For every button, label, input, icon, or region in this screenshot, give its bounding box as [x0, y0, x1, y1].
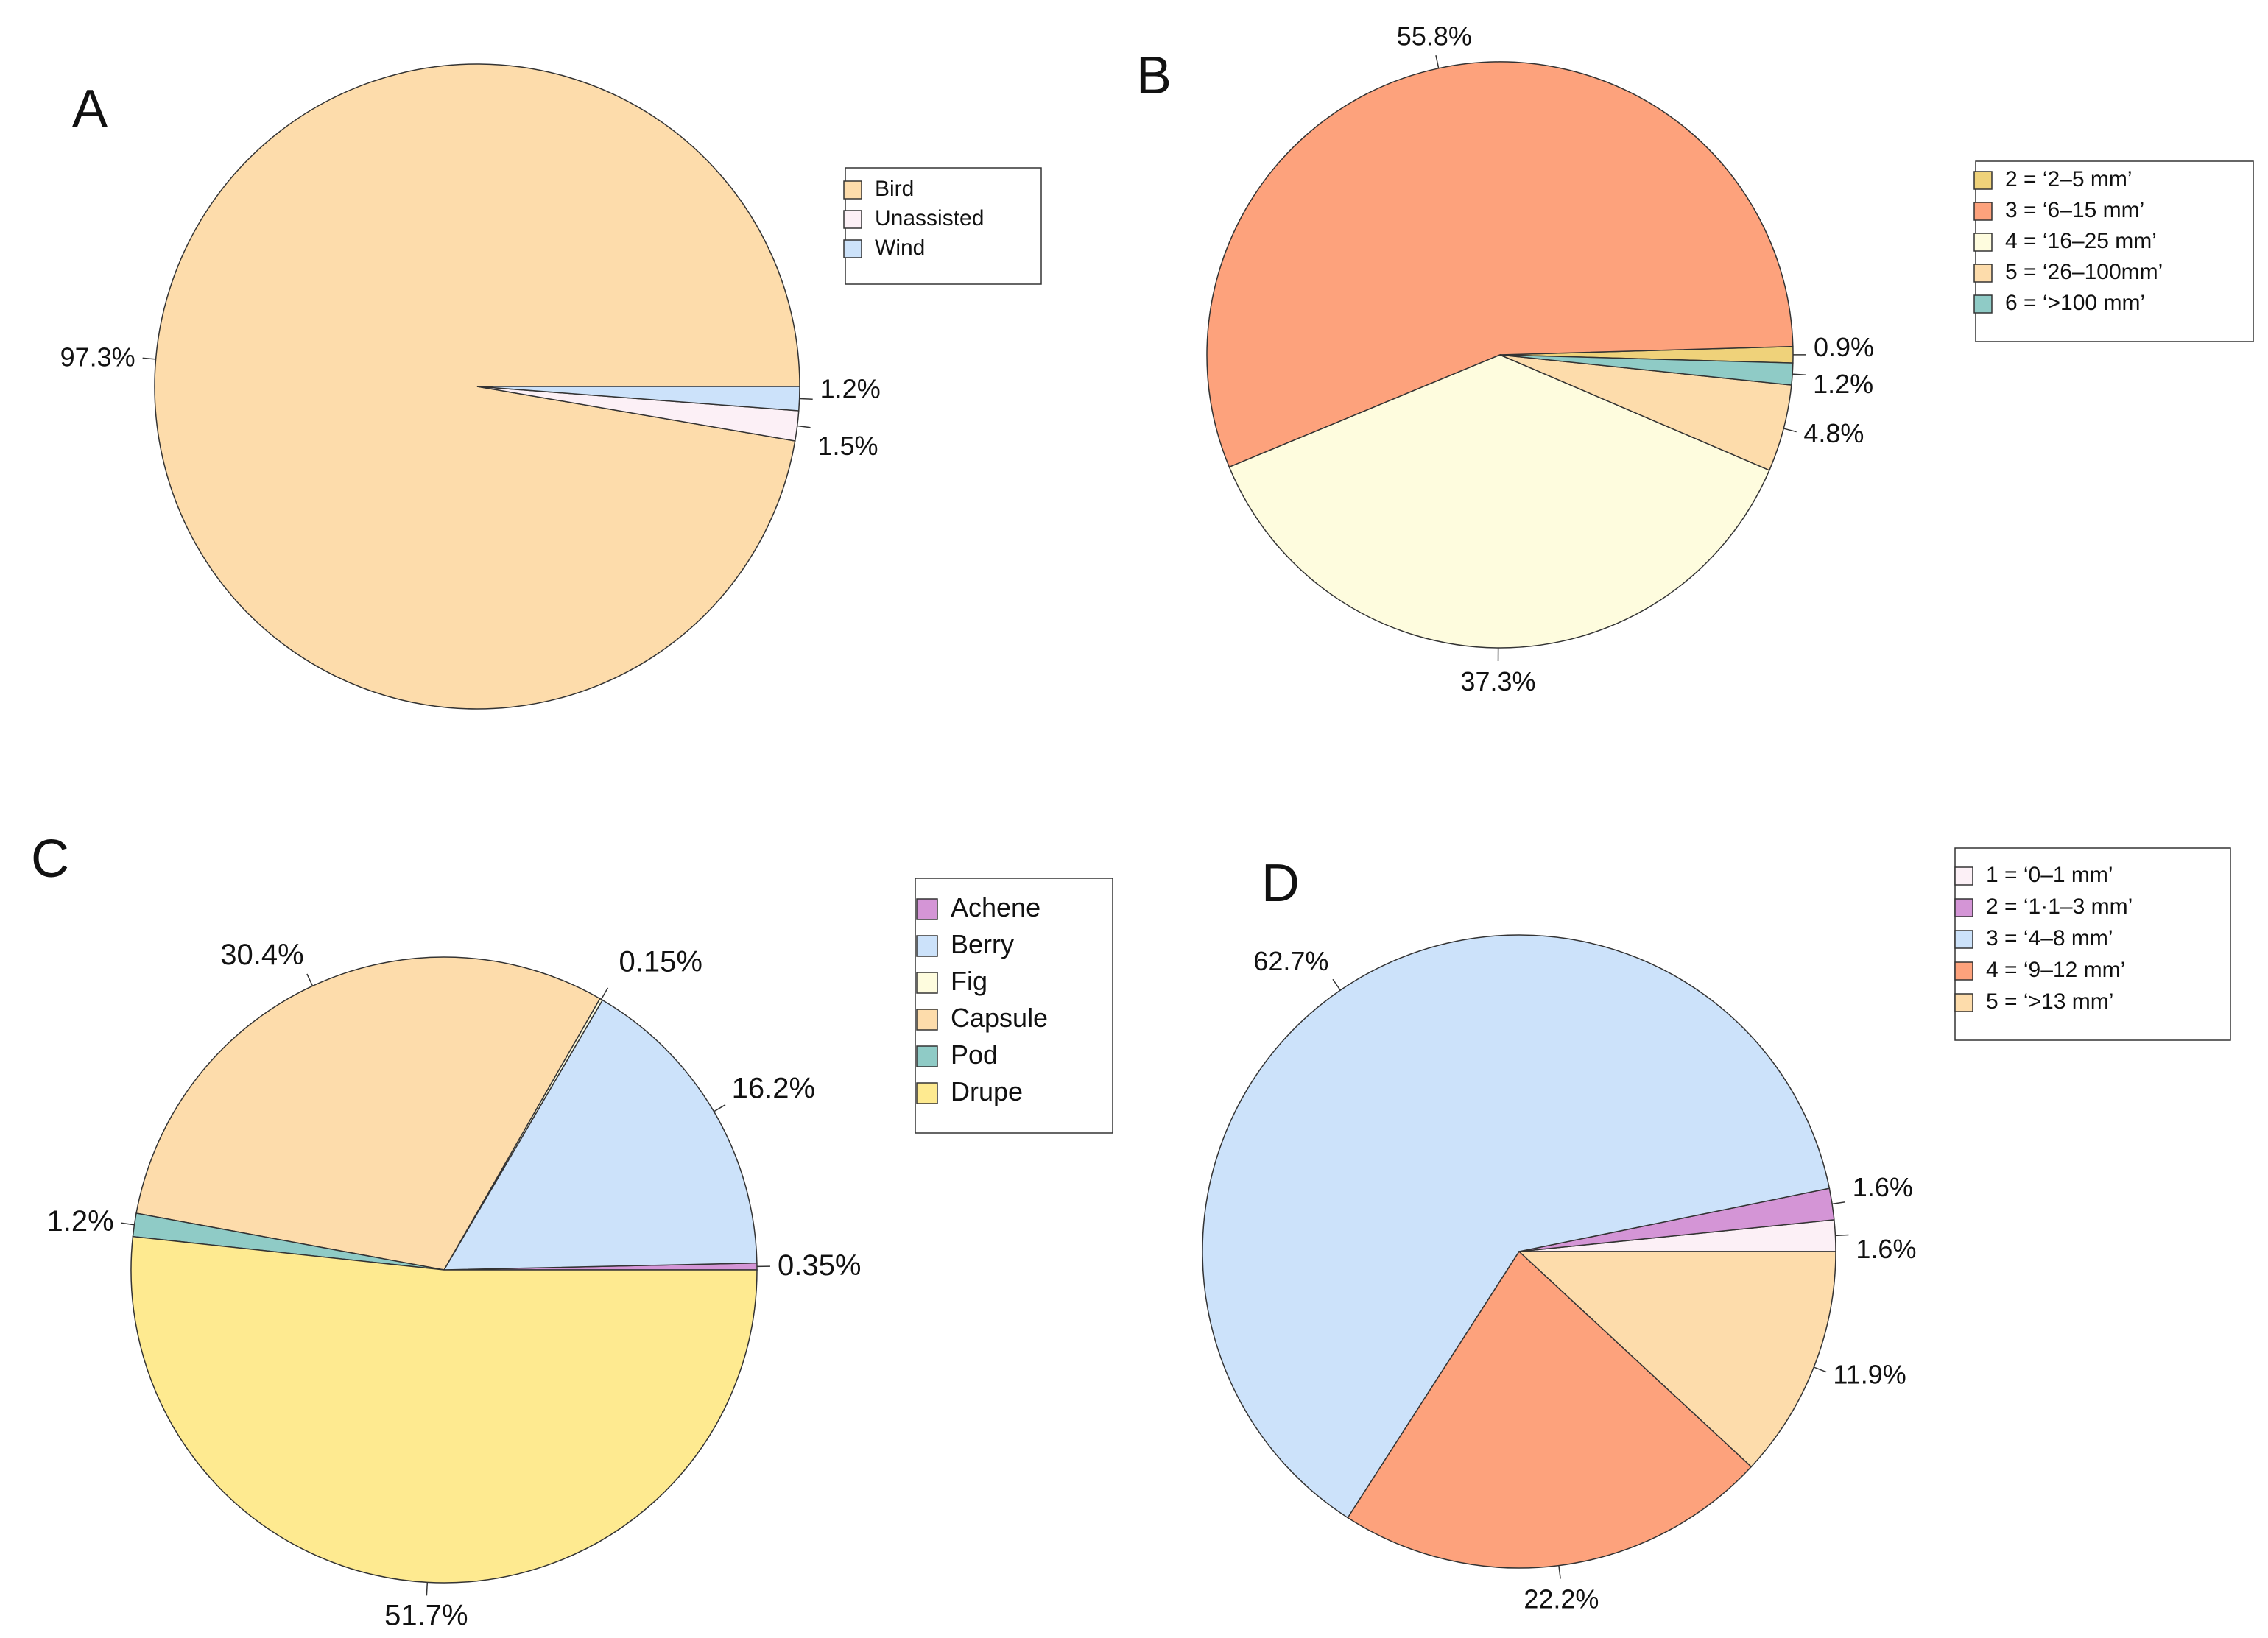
pie-d-tick-2	[1332, 978, 1341, 991]
pie-d-label-0: 1.6%	[1856, 1234, 1916, 1264]
pie-d-legend-label-3: 4 = ‘9–12 mm’	[1986, 958, 2125, 982]
pie-c-slice-capsule	[135, 956, 601, 1271]
pie-d-legend-label-0: 1 = ‘0–1 mm’	[1986, 863, 2113, 887]
pie-c-legend-label-3: Capsule	[951, 1003, 1048, 1033]
pie-c-legend-swatch-4	[916, 1045, 938, 1067]
pie-b-legend-label-2: 4 = ‘16–25 mm’	[2005, 229, 2157, 253]
pie-b-label-0: 0.9%	[1814, 332, 1874, 362]
pie-d-slice-3-4-8-mm	[1202, 934, 1831, 1519]
pie-c-legend-box	[915, 878, 1113, 1134]
pie-b-legend: 2 = ‘2–5 mm’ 3 = ‘6–15 mm’ 4 = ‘16–25 mm’ 5…	[1973, 160, 2254, 342]
pie-b-label-1: 55.8%	[1397, 21, 1472, 51]
pie-c-legend-label-5: Drupe	[951, 1076, 1023, 1106]
panel-letter-c: C	[31, 830, 69, 889]
pie-c-legend-swatch-3	[916, 1009, 938, 1031]
pie-d-legend-swatch-2	[1954, 930, 1973, 949]
pie-c-tick-5	[426, 1582, 429, 1596]
pie-a-legend-label-2: Wind	[875, 236, 925, 260]
pie-b-tick-3	[1783, 428, 1797, 433]
pie-c-tick-4	[121, 1222, 135, 1226]
pie-a-legend-swatch-2	[843, 239, 862, 258]
pie-a-legend: Bird Unassisted Wind	[843, 167, 1042, 285]
pie-d-legend-swatch-3	[1954, 961, 1973, 981]
pie-c-label-4: 1.2%	[47, 1205, 114, 1238]
pie-c-label-5: 51.7%	[384, 1599, 468, 1631]
pie-c-legend-label-1: Berry	[951, 929, 1014, 959]
pie-c-label-3: 30.4%	[220, 939, 303, 971]
pie-c-tick-2	[600, 987, 609, 1000]
pie-d-slice-4-9-12-mm	[1347, 1250, 1753, 1569]
pie-b-slice-4-16-25-mm	[1228, 354, 1770, 649]
pie-c-legend-swatch-5	[916, 1082, 938, 1104]
pie-d-tick-3	[1558, 1565, 1561, 1579]
pie-b-legend-label-0: 2 = ‘2–5 mm’	[2005, 167, 2133, 191]
pie-a-tick-1	[797, 425, 811, 428]
pie-d-legend-swatch-1	[1954, 898, 1973, 917]
pie-a-tick-2	[799, 398, 813, 400]
pie-b-legend-label-1: 3 = ‘6–15 mm’	[2005, 198, 2144, 222]
pie-b-legend-box	[1975, 160, 2254, 342]
pie-b-label-3: 4.8%	[1803, 418, 1864, 448]
pie-chart-a: A 97.3% 1.5% 1.2% Bird Unassisted Wind	[60, 63, 1042, 710]
pie-d-tick-1	[1832, 1201, 1846, 1205]
pie-c-legend-swatch-1	[916, 935, 938, 957]
pie-d-legend-label-1: 2 = ‘1·1–3 mm’	[1986, 894, 2133, 919]
pie-d-label-3: 22.2%	[1524, 1584, 1599, 1614]
pie-d-legend-box	[1954, 847, 2231, 1041]
pie-a-legend-swatch-1	[843, 210, 862, 229]
pie-c-tick-1	[714, 1104, 726, 1112]
pie-b-legend-swatch-0	[1973, 171, 1993, 190]
pie-a-legend-label-1: Unassisted	[875, 206, 984, 230]
pie-c-legend-swatch-2	[916, 972, 938, 994]
pie-c-label-0: 0.35%	[778, 1249, 861, 1282]
pie-c-label-2: 0.15%	[619, 945, 702, 978]
pie-b-legend-swatch-4	[1973, 294, 1993, 314]
pie-b-tick-1	[1435, 55, 1440, 68]
panel-letter-b: B	[1136, 46, 1172, 105]
pie-a-label-0: 97.3%	[60, 342, 135, 373]
pie-d-legend-swatch-0	[1954, 866, 1973, 886]
pie-d-label-1: 1.6%	[1853, 1172, 1913, 1202]
pie-b-legend-swatch-2	[1973, 233, 1993, 252]
pie-a-tick-0	[142, 357, 156, 360]
pie-d-label-4: 11.9%	[1833, 1359, 1906, 1389]
pie-d-label-2: 62.7%	[1253, 946, 1328, 976]
pie-b-legend-label-4: 6 = ‘>100 mm’	[2005, 291, 2145, 315]
pie-b-legend-swatch-3	[1973, 264, 1993, 283]
pie-c-tick-3	[306, 973, 314, 986]
pie-d-legend-swatch-4	[1954, 993, 1973, 1012]
pie-chart-d: D 1.6% 1.6% 62.7% 22.2% 11.9% 1 = ‘0–1 mm’ 2 =…	[1202, 847, 2231, 1614]
panel-letter-a: A	[72, 80, 108, 138]
pie-d-legend-label-4: 5 = ‘>13 mm’	[1986, 989, 2113, 1014]
pie-chart-b: B 0.9% 55.8% 37.3% 4.8% 1.2% 2 = ‘2–5 mm’ 3 = …	[1136, 21, 2254, 696]
pie-d-tick-4	[1814, 1366, 1827, 1373]
pie-b-legend-swatch-1	[1973, 202, 1993, 221]
pie-a-label-2: 1.2%	[820, 374, 881, 404]
pie-d-slice-5-13-mm	[1518, 1251, 1836, 1468]
pie-d-legend-label-2: 3 = ‘4–8 mm’	[1986, 926, 2113, 950]
pie-d-legend: 1 = ‘0–1 mm’ 2 = ‘1·1–3 mm’ 3 = ‘4–8 mm’ 4 …	[1954, 847, 2231, 1041]
pie-c-legend-label-4: Pod	[951, 1039, 998, 1070]
pie-b-legend-label-3: 5 = ‘26–100mm’	[2005, 260, 2163, 284]
pie-b-slice-3-6-15-mm	[1206, 61, 1794, 468]
pie-c-legend-swatch-0	[916, 898, 938, 920]
pie-a-legend-swatch-0	[843, 180, 862, 200]
pie-b-label-4: 1.2%	[1813, 369, 1873, 399]
pie-a-legend-label-0: Bird	[875, 177, 914, 201]
pie-c-slice-drupe	[130, 1235, 758, 1584]
pie-c-legend-label-2: Fig	[951, 966, 987, 996]
pie-c-legend-label-0: Achene	[951, 892, 1040, 922]
pie-c-legend: Achene Berry Fig Capsule Pod Drupe	[915, 878, 1113, 1134]
panel-letter-d: D	[1261, 854, 1300, 913]
pie-b-label-2: 37.3%	[1460, 666, 1535, 696]
pie-c-label-1: 16.2%	[732, 1073, 815, 1105]
pie-b-tick-4	[1792, 373, 1806, 376]
pie-a-label-1: 1.5%	[818, 431, 878, 461]
pie-chart-c: C 0.35% 16.2% 0.15% 30.4% 1.2% 51.7% Achene Ber…	[31, 830, 1113, 1631]
